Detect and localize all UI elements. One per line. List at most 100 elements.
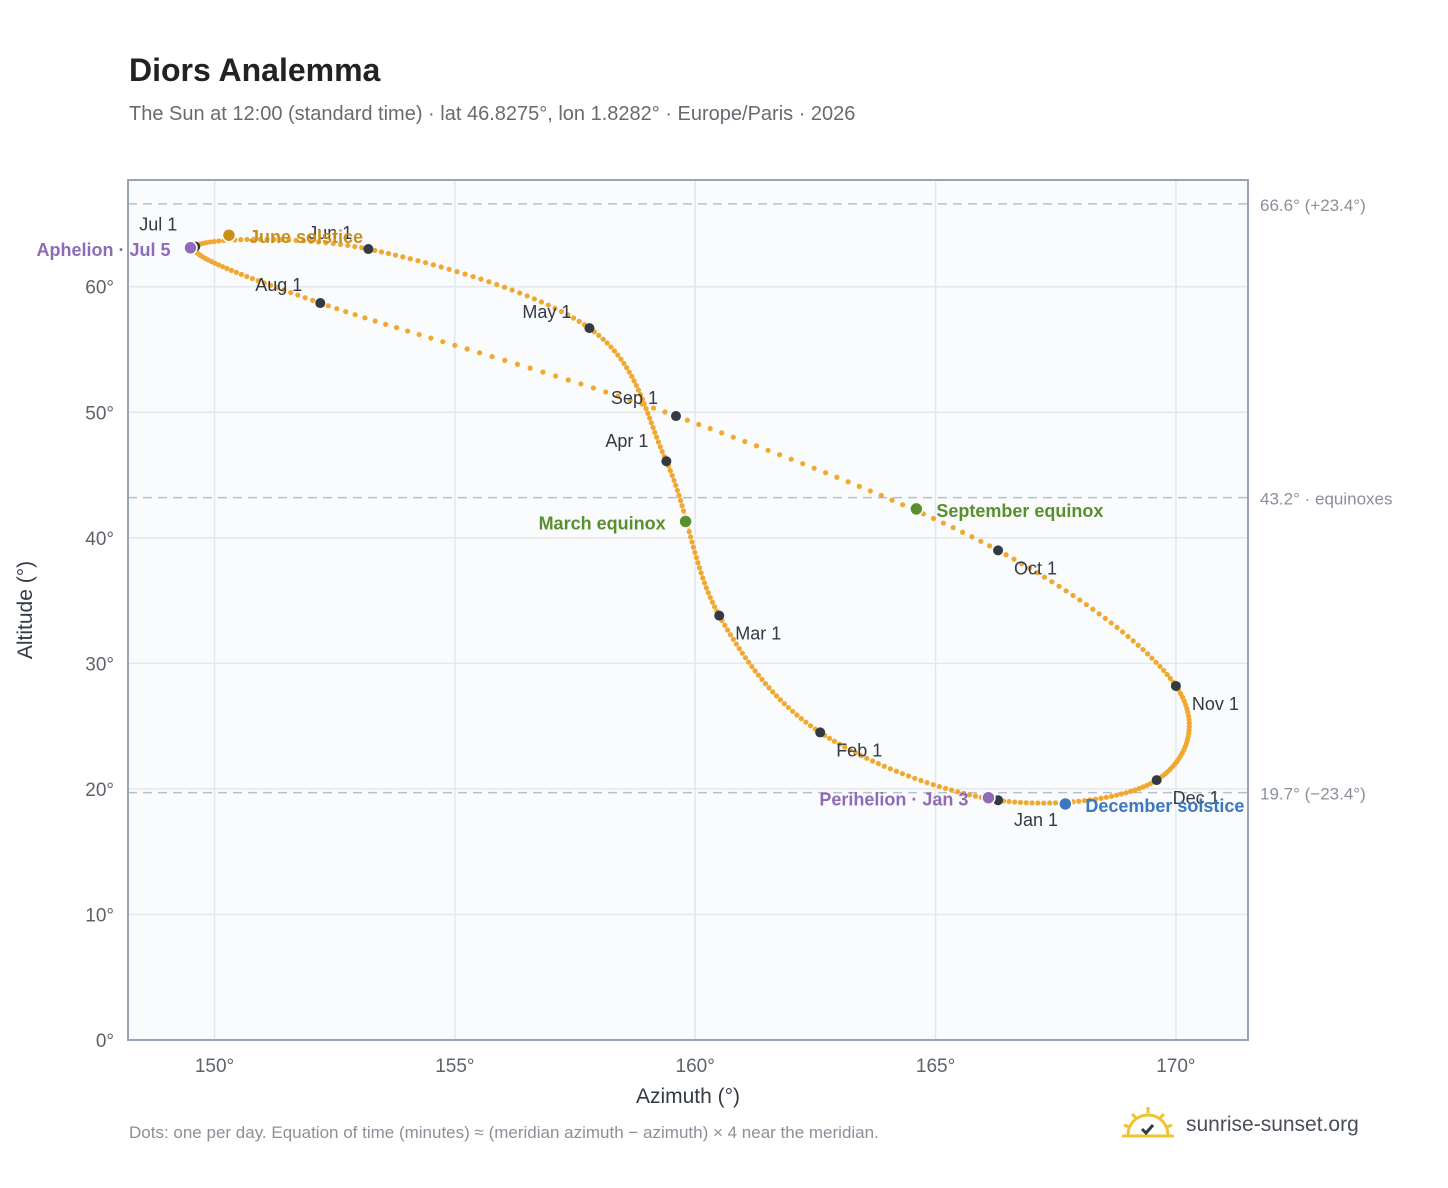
daily-dot bbox=[978, 538, 984, 544]
daily-dot bbox=[310, 297, 316, 303]
daily-dot bbox=[645, 410, 651, 416]
daily-dot bbox=[590, 385, 596, 391]
daily-dot bbox=[626, 369, 632, 375]
x-tick-label: 155° bbox=[435, 1056, 474, 1077]
daily-dot bbox=[875, 761, 881, 767]
daily-dot bbox=[650, 405, 657, 411]
daily-dot bbox=[847, 747, 853, 753]
month-marker bbox=[1170, 680, 1181, 691]
daily-dot bbox=[1041, 800, 1047, 806]
daily-dot bbox=[1070, 592, 1076, 599]
daily-dot bbox=[271, 236, 277, 243]
daily-dot bbox=[470, 273, 476, 280]
daily-dot bbox=[233, 269, 239, 275]
daily-dot bbox=[696, 421, 702, 427]
daily-dot bbox=[615, 352, 621, 358]
daily-dot bbox=[687, 534, 694, 540]
daily-dot bbox=[372, 318, 378, 324]
daily-dot bbox=[267, 282, 274, 288]
daily-dot bbox=[730, 434, 736, 440]
daily-dot bbox=[711, 604, 718, 610]
daily-dot bbox=[452, 342, 458, 348]
daily-dot bbox=[777, 452, 783, 458]
daily-dot bbox=[1041, 574, 1048, 580]
daily-dot bbox=[725, 627, 731, 633]
chart-title: Diors Analemma bbox=[129, 52, 381, 88]
daily-dot bbox=[647, 415, 653, 421]
daily-dot bbox=[807, 723, 814, 729]
daily-dot bbox=[671, 477, 677, 483]
month-marker bbox=[584, 323, 595, 334]
daily-dot bbox=[552, 305, 558, 311]
daily-dot bbox=[392, 252, 399, 258]
daily-dot bbox=[1081, 798, 1088, 804]
daily-dot bbox=[637, 391, 644, 398]
y-tick-label: 50° bbox=[85, 403, 114, 424]
daily-dot bbox=[680, 508, 687, 514]
daily-dot bbox=[1077, 597, 1083, 603]
daily-dot bbox=[790, 708, 796, 714]
event-marker bbox=[909, 501, 924, 517]
month-marker bbox=[363, 244, 374, 255]
daily-dot bbox=[745, 659, 752, 665]
daily-dot bbox=[1108, 620, 1114, 626]
daily-dot bbox=[1012, 799, 1018, 805]
daily-dot bbox=[822, 470, 829, 476]
daily-dot bbox=[798, 716, 804, 722]
daily-dot bbox=[565, 377, 571, 383]
daily-dot bbox=[440, 339, 446, 345]
daily-dot bbox=[315, 239, 322, 245]
daily-dot bbox=[627, 397, 633, 403]
month-label: Dec 1 bbox=[1173, 788, 1220, 808]
daily-dot bbox=[686, 529, 692, 535]
daily-dot bbox=[834, 474, 840, 480]
event-label: December solstice bbox=[1085, 796, 1244, 816]
daily-dot bbox=[936, 783, 942, 790]
daily-dot bbox=[1087, 797, 1093, 803]
daily-dot bbox=[893, 768, 899, 774]
reference-line-label: 43.2° · equinoxes bbox=[1260, 490, 1393, 509]
daily-dot bbox=[1034, 570, 1040, 576]
daily-dot bbox=[509, 287, 515, 293]
sun-logo-icon bbox=[1122, 1107, 1174, 1138]
y-tick-label: 30° bbox=[85, 654, 114, 675]
daily-dot bbox=[540, 369, 546, 375]
daily-dot bbox=[621, 360, 627, 367]
daily-dot bbox=[1056, 583, 1062, 589]
daily-dot bbox=[959, 529, 966, 535]
x-tick-label: 170° bbox=[1156, 1056, 1195, 1077]
daily-dot bbox=[667, 468, 673, 474]
event-marker bbox=[1058, 796, 1073, 812]
daily-dot bbox=[869, 758, 876, 764]
daily-dot bbox=[1049, 579, 1055, 585]
daily-dot bbox=[611, 348, 618, 354]
daily-dot bbox=[501, 284, 508, 290]
daily-dot bbox=[281, 287, 287, 293]
daily-dot bbox=[677, 497, 684, 504]
daily-dot bbox=[733, 641, 739, 647]
daily-dot bbox=[618, 356, 624, 362]
brand-name: sunrise-sunset.org bbox=[1186, 1113, 1359, 1136]
daily-dot bbox=[1140, 784, 1146, 790]
daily-dot bbox=[604, 340, 610, 346]
daily-dot bbox=[707, 594, 713, 601]
daily-dot bbox=[1125, 633, 1131, 640]
plot-area bbox=[128, 180, 1248, 1040]
daily-dot bbox=[856, 483, 862, 489]
daily-dot bbox=[753, 443, 760, 449]
daily-dot bbox=[514, 361, 521, 367]
daily-dot bbox=[323, 240, 329, 246]
daily-dot bbox=[659, 449, 665, 455]
month-label: Apr 1 bbox=[605, 431, 648, 451]
daily-dot bbox=[727, 632, 734, 638]
daily-dot bbox=[278, 237, 284, 243]
daily-dot bbox=[486, 279, 492, 285]
daily-dot bbox=[811, 465, 817, 471]
daily-dot bbox=[288, 289, 294, 296]
daily-dot bbox=[415, 258, 421, 264]
daily-dot bbox=[1135, 642, 1141, 648]
event-marker bbox=[678, 514, 693, 529]
month-label: Jun 1 bbox=[308, 223, 352, 243]
brand[interactable]: sunrise-sunset.org bbox=[1120, 1100, 1359, 1150]
daily-dot bbox=[1161, 667, 1167, 674]
